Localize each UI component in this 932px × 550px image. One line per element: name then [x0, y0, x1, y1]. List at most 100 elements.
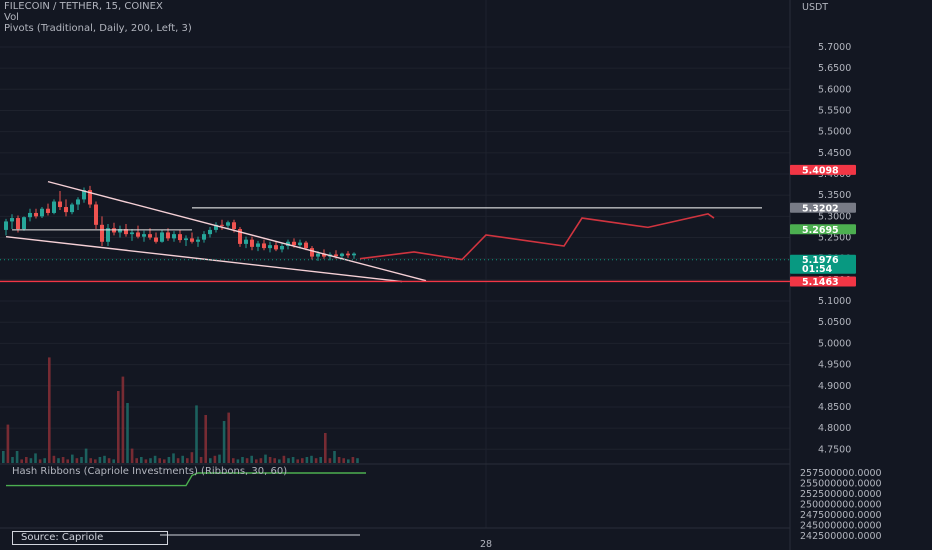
- volume-bar: [351, 457, 355, 463]
- candle-body: [184, 238, 188, 241]
- volume-bar: [84, 448, 88, 463]
- volume-bar: [71, 454, 74, 463]
- chart-title[interactable]: FILECOIN / TETHER, 15, COINEX: [4, 1, 163, 12]
- price-tag-bg: [790, 202, 856, 213]
- hash-ribbons-legend[interactable]: Hash Ribbons (Capriole Investments) (Rib…: [12, 466, 288, 477]
- volume-bar: [273, 458, 276, 463]
- volume-bar: [268, 457, 272, 463]
- candle-body: [238, 229, 242, 244]
- price-tick-label: 5.6500: [818, 63, 851, 74]
- volume-bar: [80, 457, 83, 463]
- candle-body: [76, 199, 80, 205]
- volume-bar: [144, 459, 148, 463]
- wedge-lower-line: [5, 235, 403, 283]
- volume-bars: [2, 357, 359, 463]
- wedge-upper-line: [47, 180, 427, 282]
- volume-bar: [301, 458, 304, 463]
- volume-bar: [255, 459, 258, 463]
- price-tick-label: 4.9000: [818, 381, 851, 392]
- volume-bar: [29, 458, 33, 463]
- volume-bar: [172, 453, 175, 463]
- volume-bar: [227, 412, 230, 463]
- candle-body: [82, 190, 86, 200]
- volume-bar: [218, 454, 221, 463]
- pivots-legend[interactable]: Pivots (Traditional, Daily, 200, Left, 3…: [4, 23, 192, 34]
- volume-bar: [94, 459, 97, 463]
- volume-bar: [245, 458, 249, 463]
- price-tick-label: 4.9500: [818, 360, 851, 371]
- price-tag-bg: [790, 164, 856, 175]
- candle-body: [160, 232, 164, 242]
- price-tag-label: 5.4098: [802, 165, 839, 176]
- candle-body: [106, 228, 110, 242]
- candle-body: [34, 212, 38, 217]
- volume-bar: [278, 459, 281, 463]
- volume-bar: [121, 376, 125, 463]
- volume-bar: [126, 403, 129, 463]
- volume-bar: [195, 405, 198, 463]
- volume-bar: [140, 457, 143, 463]
- candle-body: [100, 224, 104, 242]
- price-tag-label: 5.3202: [802, 203, 839, 214]
- candle-body: [16, 218, 20, 230]
- candle-body: [334, 254, 338, 257]
- volume-bar: [337, 457, 341, 463]
- volume-bar: [103, 455, 106, 463]
- time-axis[interactable]: 2806:0012:0018:0029: [480, 539, 932, 550]
- candle-body: [352, 253, 356, 256]
- candle-body: [316, 253, 320, 257]
- price-tick-label: 4.8500: [818, 402, 851, 413]
- projection-line: [359, 212, 715, 261]
- price-tick-label: 5.0000: [818, 338, 851, 349]
- volume-bar: [190, 452, 194, 463]
- candle-body: [340, 253, 344, 257]
- price-tag-bg: [790, 224, 856, 235]
- candle-body: [154, 237, 158, 242]
- price-tick-label: 5.2500: [818, 233, 851, 244]
- price-tick-label: 5.0500: [818, 317, 851, 328]
- source-label: Source: Capriole: [12, 531, 168, 545]
- candle-body: [94, 204, 98, 225]
- currency-label: USDT: [802, 2, 828, 13]
- volume-bar: [2, 451, 5, 463]
- candle-body: [262, 243, 266, 249]
- volume-bar: [130, 448, 134, 463]
- hash-tick-label: 245000000.0000: [800, 521, 882, 532]
- price-tick-label: 4.8000: [818, 423, 851, 434]
- volume-bar: [241, 457, 244, 463]
- candle-body: [52, 201, 56, 213]
- volume-bar: [48, 357, 51, 463]
- volume-bar: [98, 457, 102, 463]
- volume-bar: [347, 459, 350, 463]
- candle-body: [28, 212, 32, 218]
- candle-body: [196, 239, 200, 242]
- time-tick-label: 28: [480, 539, 492, 550]
- candle-body: [310, 248, 314, 257]
- price-tag-label: 5.1463: [802, 277, 839, 288]
- hash-ribbons-line: [6, 472, 366, 487]
- candle-body: [304, 242, 308, 249]
- price-tick-label: 5.5000: [818, 127, 851, 138]
- volume-bar: [232, 458, 235, 463]
- volume-bar: [324, 433, 327, 463]
- candle-body: [88, 190, 92, 205]
- candle-body: [124, 229, 128, 235]
- volume-bar: [333, 451, 336, 463]
- volume-bar: [20, 459, 23, 463]
- candle-body: [250, 239, 254, 247]
- candle-body: [274, 245, 278, 250]
- volume-bar: [61, 457, 65, 463]
- candle-body: [136, 232, 140, 237]
- volume-bar: [310, 455, 313, 463]
- volume-bar: [328, 458, 332, 463]
- volume-bar: [199, 457, 203, 463]
- price-tag-bg: [790, 276, 856, 287]
- chart-drawings: [0, 180, 790, 283]
- hash-tick-label: 255000000.0000: [800, 479, 882, 490]
- volume-bar: [305, 457, 309, 463]
- volume-bar: [43, 458, 46, 463]
- volume-legend[interactable]: Vol: [4, 12, 19, 23]
